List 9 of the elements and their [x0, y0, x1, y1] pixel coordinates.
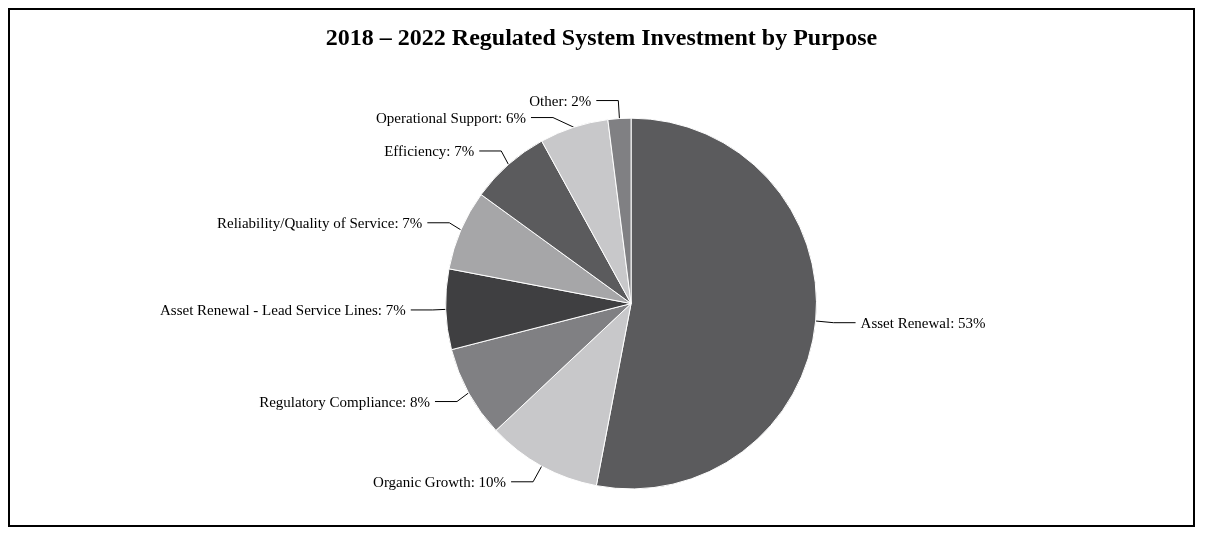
slice-label: Asset Renewal: 53%	[860, 314, 986, 331]
slice-label: Organic Growth: 10%	[373, 473, 507, 490]
slice-label: Asset Renewal - Lead Service Lines: 7%	[160, 301, 406, 318]
slice-label: Reliability/Quality of Service: 7%	[216, 214, 423, 231]
chart-title: 2018 – 2022 Regulated System Investment by Purpose	[325, 24, 878, 50]
slice-label: Other: 2%	[529, 92, 592, 109]
slice-label: Regulatory Compliance: 8%	[259, 393, 430, 410]
slice-label: Operational Support: 6%	[376, 109, 526, 126]
slice-label: Efficiency: 7%	[384, 142, 475, 159]
